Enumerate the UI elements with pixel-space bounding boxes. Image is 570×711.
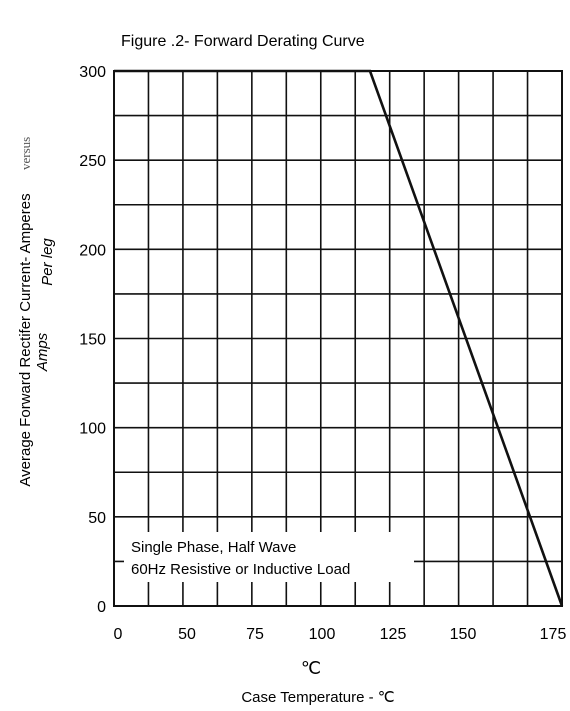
y-tick-label: 200 [79,242,106,259]
x-axis-label: Case Temperature - ℃ [241,689,394,706]
x-tick-label: 125 [380,626,407,643]
y-tick-label: 50 [88,510,106,527]
y-axis-label-versus: versus [18,137,33,170]
annotation-background [124,532,414,582]
x-tick-label: 50 [178,626,196,643]
grid [114,71,562,606]
y-axis-sublabel-amps: Amps [34,332,51,372]
x-tick-label: 100 [309,626,336,643]
chart-annotation: Single Phase, Half Wave 60Hz Resistive o… [124,532,414,582]
y-tick-label: 250 [79,153,106,170]
derating-curve-line [114,69,564,607]
y-axis-subtitle-2: Amps [34,332,51,372]
x-tick-label: 0 [114,626,123,643]
y-axis-label: Average Forward Rectifer Current- Ampere… [17,193,34,486]
x-tick-labels: 0 50 75 100 125 150 175 [114,626,567,643]
y-tick-label: 100 [79,421,106,438]
annotation-line-1: Single Phase, Half Wave [131,539,296,556]
x-tick-label: 150 [450,626,477,643]
chart-title: Figure .2- Forward Derating Curve [121,33,365,50]
y-axis-subtitle: Per leg [39,238,56,286]
annotation-line-2: 60Hz Resistive or Inductive Load [131,561,350,578]
y-tick-labels: 0 50 100 150 200 250 300 [79,64,106,616]
series-layer [114,69,564,607]
y-tick-label: 300 [79,64,106,81]
y-axis-title: Average Forward Rectifer Current- Ampere… [17,137,34,487]
x-unit-mark: ℃ [301,658,321,678]
y-tick-label: 150 [79,332,106,349]
x-tick-label: 175 [540,626,567,643]
y-axis-sublabel: Per leg [39,238,56,286]
y-tick-label: 0 [97,599,106,616]
x-tick-label: 75 [246,626,264,643]
